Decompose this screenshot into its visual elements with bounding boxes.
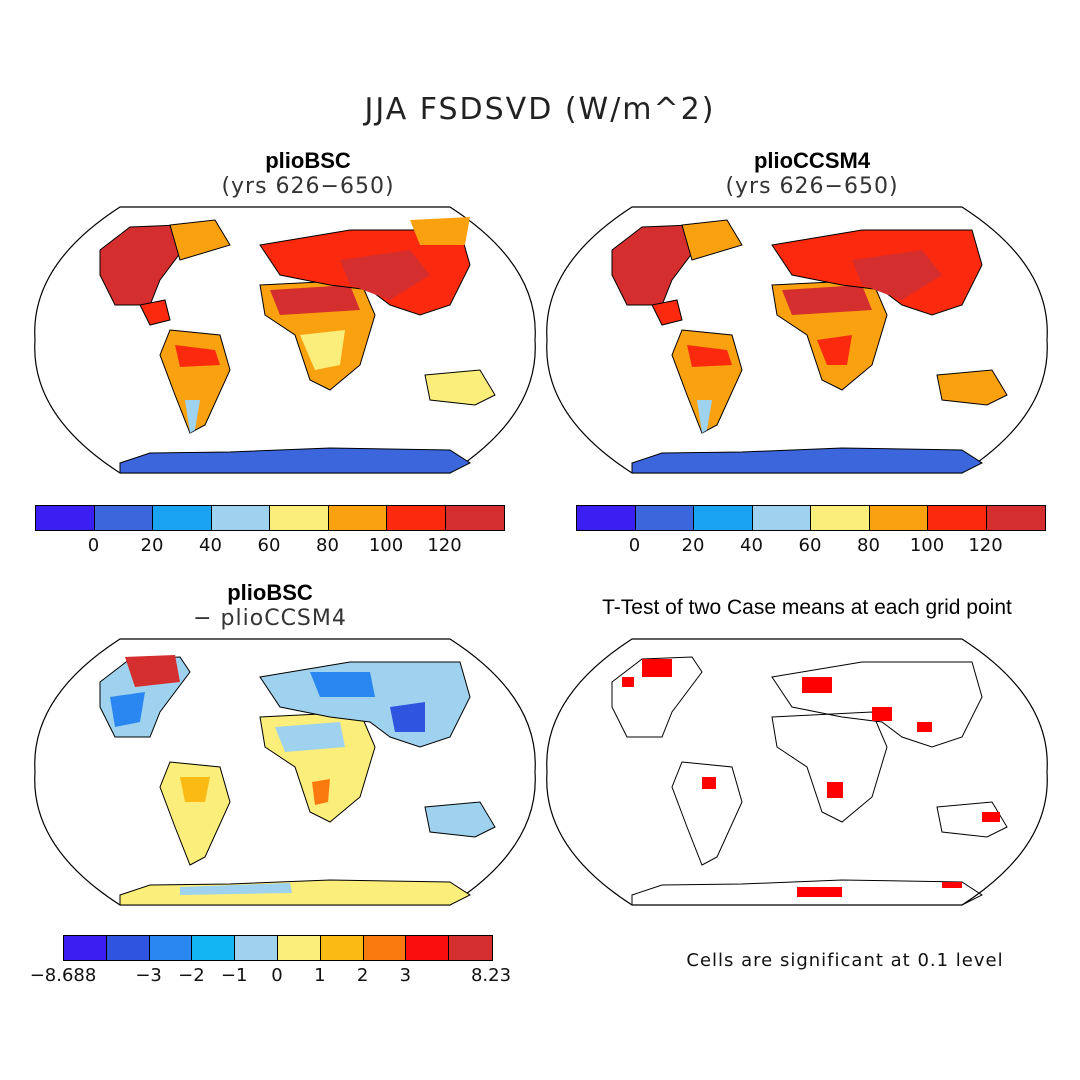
colorbar-tick-label: 100 <box>368 535 404 556</box>
colorbar-abs-left <box>35 505 505 531</box>
panel-title-bsc: plioBSC <box>265 148 351 173</box>
colorbar-tick-label: 60 <box>798 535 822 556</box>
colorbar-segment <box>387 506 446 530</box>
colorbar-segment <box>406 936 450 960</box>
colorbar-tick-label: 40 <box>740 535 763 556</box>
colorbar-segment <box>577 506 636 530</box>
colorbar-tick-label: 20 <box>681 535 705 556</box>
colorbar-segment <box>153 506 212 530</box>
map-difference <box>34 638 536 906</box>
colorbar-tick-label: 1 <box>314 965 326 986</box>
colorbar-segment <box>811 506 870 530</box>
colorbar-segment <box>235 936 278 960</box>
colorbar-tick-label: 0 <box>87 535 100 556</box>
colorbar-segment <box>64 936 107 960</box>
colorbar-tick-label: 8.23 <box>470 965 512 986</box>
colorbar-segment <box>635 506 694 530</box>
colorbar-segment <box>270 506 329 530</box>
colorbar-segment <box>149 936 193 960</box>
colorbar-segment <box>211 506 270 530</box>
colorbar-segment <box>694 506 753 530</box>
colorbar-segment <box>869 506 928 530</box>
colorbar-segment <box>752 506 811 530</box>
colorbar-abs-right <box>576 505 1046 531</box>
land-plioccsm4 <box>611 219 1008 474</box>
colorbar-segment <box>986 506 1045 530</box>
panel-subtitle-bsc: (yrs 626−650) <box>221 174 395 199</box>
colorbar-segment <box>36 506 95 530</box>
colorbar-tick-label: −3 <box>135 965 162 986</box>
colorbar-segment <box>449 936 492 960</box>
land-pliobsc <box>99 217 496 474</box>
panel-title-ccsm4: plioCCSM4 <box>753 148 871 173</box>
colorbar-tick-label: 40 <box>199 535 222 556</box>
colorbar-tick-label: 2 <box>356 965 369 986</box>
map-plioccsm4 <box>546 206 1048 474</box>
colorbar-segment <box>192 936 236 960</box>
figure-title: JJA FSDSVD (W/m^2) <box>364 92 716 127</box>
significant-cells <box>622 659 1000 897</box>
colorbar-tick-label: −2 <box>178 965 205 986</box>
panel-subtitle-diff: − plioCCSM4 <box>193 606 347 631</box>
panel-subtitle-ccsm4: (yrs 626−650) <box>725 174 899 199</box>
map-ttest <box>546 638 1048 906</box>
colorbar-tick-label: 120 <box>427 535 462 556</box>
colorbar-tick-label: 100 <box>909 535 945 556</box>
colorbar-segment <box>928 506 987 530</box>
land-difference <box>99 655 496 906</box>
significance-note: Cells are significant at 0.1 level <box>686 950 1004 971</box>
colorbar-segment <box>94 506 153 530</box>
colorbar-segment <box>277 936 321 960</box>
colorbar-segment <box>445 506 504 530</box>
colorbar-tick-label: 80 <box>316 535 339 556</box>
colorbar-tick-label: −1 <box>220 965 248 986</box>
colorbar-segment <box>363 936 407 960</box>
panel-title-ttest: T-Test of two Case means at each grid po… <box>602 596 1012 619</box>
colorbar-tick-label: −8.688 <box>29 965 97 986</box>
colorbar-tick-label: 80 <box>857 535 880 556</box>
colorbar-segment <box>320 936 364 960</box>
colorbar-tick-label: 0 <box>271 965 283 986</box>
panel-title-diff: plioBSC <box>227 580 313 605</box>
colorbar-diff <box>63 935 493 961</box>
colorbar-tick-label: 3 <box>399 965 412 986</box>
colorbar-tick-label: 20 <box>140 535 164 556</box>
colorbar-segment <box>106 936 150 960</box>
colorbar-segment <box>328 506 387 530</box>
colorbar-tick-label: 0 <box>628 535 641 556</box>
map-pliobsc <box>34 206 536 474</box>
colorbar-tick-label: 120 <box>968 535 1003 556</box>
colorbar-tick-label: 60 <box>257 535 281 556</box>
